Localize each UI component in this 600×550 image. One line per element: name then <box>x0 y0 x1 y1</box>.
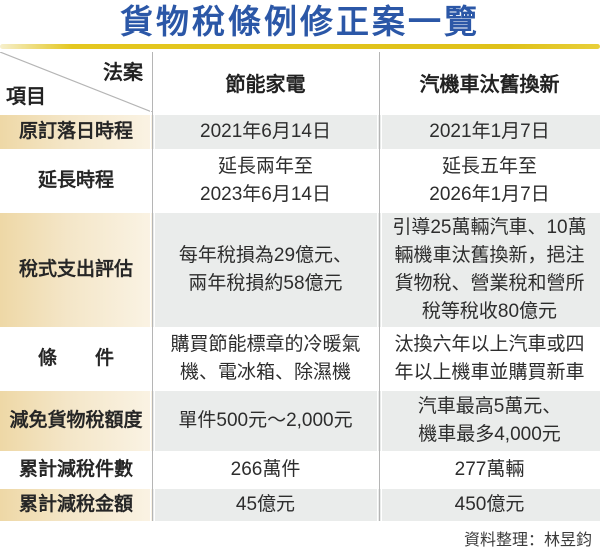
table-cell: 每年稅損為29億元、 兩年稅損約58億元 <box>152 213 379 327</box>
row-label: 條 件 <box>37 348 114 369</box>
table-row-tax-reduction-amount: 減免貨物稅額度 單件500元～2,000元 汽車最高5萬元、 機車最多4,000… <box>0 391 600 451</box>
table-body: 原訂落日時程 2021年6月14日 2021年1月7日 延長時程 延長兩年至 2… <box>0 115 600 521</box>
corner-label-items: 項目 <box>6 86 46 108</box>
table-cell: 450億元 <box>379 489 600 521</box>
table-row-tax-expenditure-estimate: 稅式支出評估 每年稅損為29億元、 兩年稅損約58億元 引導25萬輛汽車、10萬… <box>0 213 600 327</box>
row-label: 稅式支出評估 <box>0 213 152 327</box>
row-label: 減免貨物稅額度 <box>0 391 152 451</box>
table-cell: 45億元 <box>152 489 379 521</box>
corner-label-bills: 法案 <box>103 62 143 84</box>
column-header-vehicle-replacement: 汽機車汰舊換新 <box>419 73 560 96</box>
table-cell: 延長五年至 2026年1月7日 <box>429 156 550 205</box>
column-header-energy-appliances: 節能家電 <box>225 73 306 96</box>
row-label: 累計減稅金額 <box>0 489 152 521</box>
table-cell: 汰換六年以上汽車或四 年以上機車並購買新車 <box>394 334 585 383</box>
table-cell: 引導25萬輛汽車、10萬 輛機車汰舊換新，挹注 貨物稅、營業稅和營所 稅等稅收8… <box>379 213 600 327</box>
title-underline-bar <box>0 44 600 49</box>
row-label: 原訂落日時程 <box>0 115 152 149</box>
table-cell: 2021年1月7日 <box>379 115 600 149</box>
page-title: 貨物稅條例修正案一覽 <box>120 3 480 40</box>
corner-cell: 法案 項目 <box>0 52 152 112</box>
table-cell: 266萬件 <box>230 459 301 480</box>
row-label: 延長時程 <box>37 170 114 191</box>
table-cell: 277萬輛 <box>454 459 525 480</box>
diagonal-divider-line <box>0 52 152 112</box>
table-cell: 購買節能標章的冷暖氣 機、電冰箱、除濕機 <box>170 334 361 383</box>
column-divider-left <box>152 52 153 521</box>
tax-comparison-table: 法案 項目 節能家電 汽機車汰舊換新 原訂落日時程 2021年6月14日 202… <box>0 52 600 521</box>
table-cell: 2021年6月14日 <box>152 115 379 149</box>
table-cell: 汽車最高5萬元、 機車最多4,000元 <box>379 391 600 451</box>
table-cell: 延長兩年至 2023年6月14日 <box>200 156 331 205</box>
column-divider-right <box>379 52 380 521</box>
table-row-conditions: 條 件 購買節能標章的冷暖氣 機、電冰箱、除濕機 汰換六年以上汽車或四 年以上機… <box>0 330 600 388</box>
table-cell: 單件500元～2,000元 <box>152 391 379 451</box>
source-credit: 資料整理：林昱鈞 <box>463 532 592 549</box>
table-row-original-sunset-date: 原訂落日時程 2021年6月14日 2021年1月7日 <box>0 115 600 149</box>
table-row-cumulative-tax-reduction: 累計減稅金額 45億元 450億元 <box>0 489 600 521</box>
table-row-extension-period: 延長時程 延長兩年至 2023年6月14日 延長五年至 2026年1月7日 <box>0 152 600 210</box>
table-header-row: 法案 項目 節能家電 汽機車汰舊換新 <box>0 52 600 112</box>
row-label: 累計減稅件數 <box>18 459 133 480</box>
table-row-cumulative-case-count: 累計減稅件數 266萬件 277萬輛 <box>0 454 600 486</box>
